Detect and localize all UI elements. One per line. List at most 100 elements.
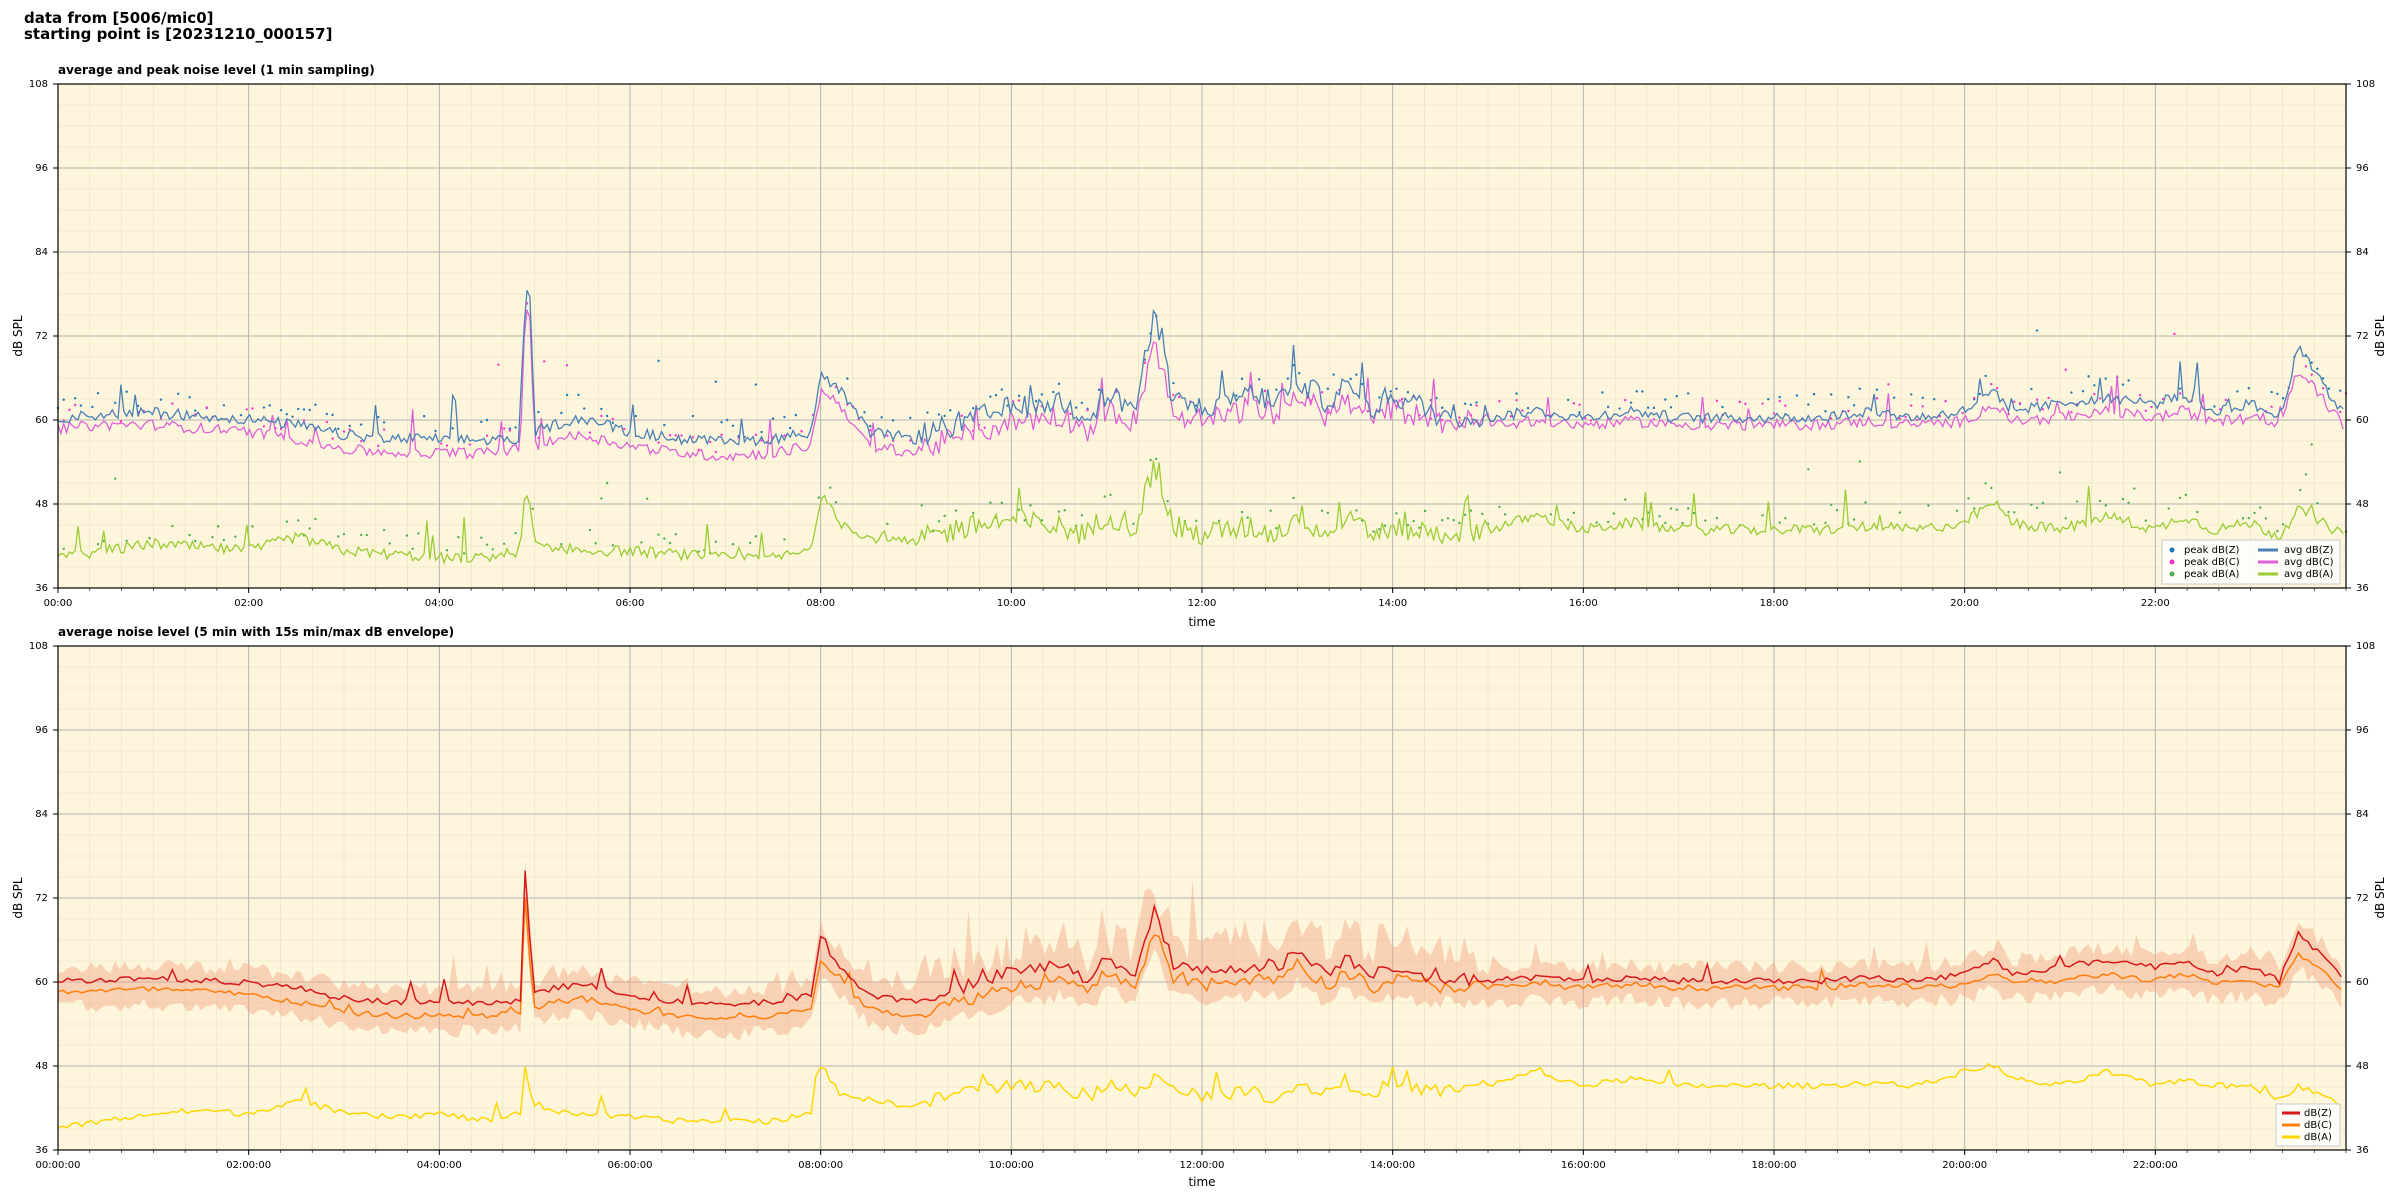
peak-point bbox=[440, 442, 443, 445]
peak-point bbox=[62, 547, 65, 551]
peak-point bbox=[783, 538, 786, 541]
peak-point bbox=[1778, 399, 1781, 403]
peak-point bbox=[451, 427, 454, 430]
y-tick-label: 96 bbox=[35, 163, 48, 174]
peak-point bbox=[1441, 406, 1444, 409]
peak-point bbox=[2013, 511, 2016, 514]
peak-point bbox=[1784, 404, 1787, 407]
peak-point bbox=[382, 428, 386, 431]
peak-point bbox=[359, 533, 363, 537]
peak-point bbox=[211, 536, 214, 539]
y-tick-label: 96 bbox=[35, 725, 48, 736]
x-tick-label: 20:00:00 bbox=[1942, 1160, 1987, 1171]
peak-point bbox=[491, 548, 494, 551]
peak-point bbox=[1921, 405, 1924, 408]
peak-point bbox=[2178, 387, 2182, 390]
peak-point bbox=[600, 497, 603, 500]
peak-point bbox=[1847, 409, 1850, 413]
peak-point bbox=[114, 401, 117, 404]
peak-point bbox=[2093, 384, 2096, 387]
x-tick-label: 02:00:00 bbox=[226, 1160, 271, 1171]
peak-point bbox=[1195, 519, 1198, 523]
x-tick-label: 14:00:00 bbox=[1370, 1160, 1415, 1171]
peak-point bbox=[560, 411, 563, 415]
series-line bbox=[57, 309, 2344, 462]
peak-point bbox=[502, 427, 506, 430]
peak-point bbox=[2339, 389, 2342, 392]
peak-point bbox=[2281, 397, 2285, 400]
peak-point bbox=[1360, 382, 1364, 386]
peak-point bbox=[846, 377, 849, 380]
peak-point bbox=[1378, 528, 1381, 531]
legend-peak-label: peak dB(A) bbox=[2184, 569, 2240, 580]
peak-point bbox=[297, 519, 300, 522]
peak-point bbox=[2133, 487, 2136, 490]
peak-point bbox=[2247, 516, 2250, 520]
peak-point bbox=[994, 394, 998, 397]
peak-point bbox=[485, 543, 489, 546]
legend-peak-label: peak dB(Z) bbox=[2184, 545, 2240, 556]
peak-point bbox=[325, 412, 329, 416]
peak-point bbox=[788, 426, 792, 430]
peak-point bbox=[1389, 390, 1392, 393]
x-tick-label: 12:00:00 bbox=[1180, 1160, 1225, 1171]
peak-point bbox=[800, 430, 803, 433]
peak-point bbox=[954, 509, 958, 512]
y-tick-label: 108 bbox=[29, 79, 48, 90]
y-tick-label: 60 bbox=[35, 415, 48, 426]
peak-point bbox=[485, 418, 489, 422]
peak-point bbox=[731, 424, 735, 427]
peak-point bbox=[674, 532, 677, 536]
y-tick-label-right: 84 bbox=[2356, 809, 2369, 820]
peak-point bbox=[388, 542, 391, 545]
peak-point bbox=[1383, 524, 1387, 527]
peak-point bbox=[1458, 521, 1461, 525]
peak-point bbox=[1635, 390, 1638, 393]
y-tick-label: 72 bbox=[35, 331, 48, 342]
peak-point bbox=[2236, 390, 2239, 393]
y-tick-label: 60 bbox=[35, 977, 48, 988]
peak-point bbox=[1469, 509, 1473, 512]
peak-point bbox=[342, 532, 346, 536]
x-axis-label: time bbox=[1188, 615, 1215, 629]
y-axis-label-right: dB SPL bbox=[2373, 315, 2387, 357]
peak-point bbox=[234, 535, 237, 538]
peak-point bbox=[222, 538, 226, 542]
peak-point bbox=[2270, 405, 2273, 408]
y-tick-label-right: 36 bbox=[2356, 1145, 2369, 1156]
peak-point bbox=[1687, 392, 1690, 395]
peak-point bbox=[783, 434, 786, 437]
peak-point bbox=[926, 411, 929, 414]
legend-peak-marker bbox=[2169, 571, 2175, 577]
legend-label: avg dB(C) bbox=[2284, 557, 2334, 568]
peak-point bbox=[1910, 393, 1913, 396]
peak-point bbox=[2127, 379, 2130, 382]
peak-point bbox=[485, 434, 489, 437]
legend-label: dB(Z) bbox=[2304, 1108, 2332, 1119]
peak-point bbox=[1509, 415, 1513, 418]
peak-point bbox=[1784, 517, 1787, 520]
peak-point bbox=[2276, 392, 2279, 395]
peak-point bbox=[445, 549, 449, 552]
y-axis-label: dB SPL bbox=[11, 315, 25, 357]
peak-point bbox=[2035, 398, 2039, 401]
peak-point bbox=[634, 414, 637, 418]
peak-point bbox=[1778, 395, 1781, 399]
peak-point bbox=[96, 542, 100, 546]
peak-point bbox=[1812, 523, 1816, 526]
peak-point bbox=[2144, 519, 2147, 522]
peak-point bbox=[2270, 390, 2273, 394]
page-header: data from [5006/mic0] starting point is … bbox=[24, 10, 332, 42]
peak-point bbox=[279, 408, 283, 412]
peak-point bbox=[2310, 361, 2313, 364]
peak-point bbox=[1080, 401, 1084, 405]
peak-point bbox=[148, 536, 151, 540]
peak-point bbox=[2030, 503, 2033, 507]
peak-point bbox=[1641, 390, 1644, 393]
legend-label: dB(C) bbox=[2304, 1120, 2332, 1131]
peak-point bbox=[1355, 373, 1358, 376]
peak-point bbox=[216, 525, 220, 528]
y-tick-label-right: 84 bbox=[2356, 247, 2369, 258]
peak-point bbox=[1910, 404, 1913, 407]
